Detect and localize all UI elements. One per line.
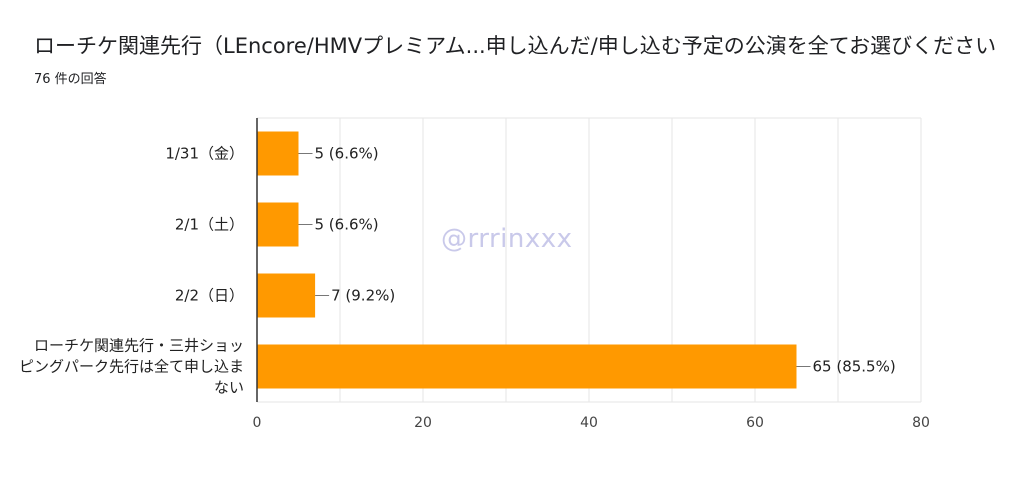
category-label: 1/31（金） [165,145,244,163]
category-label: ピングパーク先行は全て申し込ま [19,358,244,376]
watermark: @rrrinxxx [441,224,573,254]
category-label: ない [214,379,244,397]
category-label: 2/1（土） [175,216,244,234]
chart-title: ローチケ関連先行（LEncore/HMVプレミアム...申し込んだ/申し込む予定… [34,34,997,58]
bar [257,131,299,176]
data-label: 65 (85.5%) [813,358,896,376]
x-tick-label: 40 [580,415,598,431]
bar [257,273,316,318]
data-label: 5 (6.6%) [315,216,379,234]
x-tick-label: 0 [253,415,262,431]
x-tick-label: 80 [912,415,930,431]
bar [257,344,797,389]
x-tick-label: 60 [746,415,764,431]
category-label: ローチケ関連先行・三井ショッ [34,337,244,355]
x-tick-label: 20 [414,415,432,431]
data-label: 7 (9.2%) [331,287,395,305]
category-label: 2/2（日） [175,287,244,305]
response-count: 76 件の回答 [34,72,107,87]
bar [257,202,299,247]
data-label: 5 (6.6%) [315,145,379,163]
